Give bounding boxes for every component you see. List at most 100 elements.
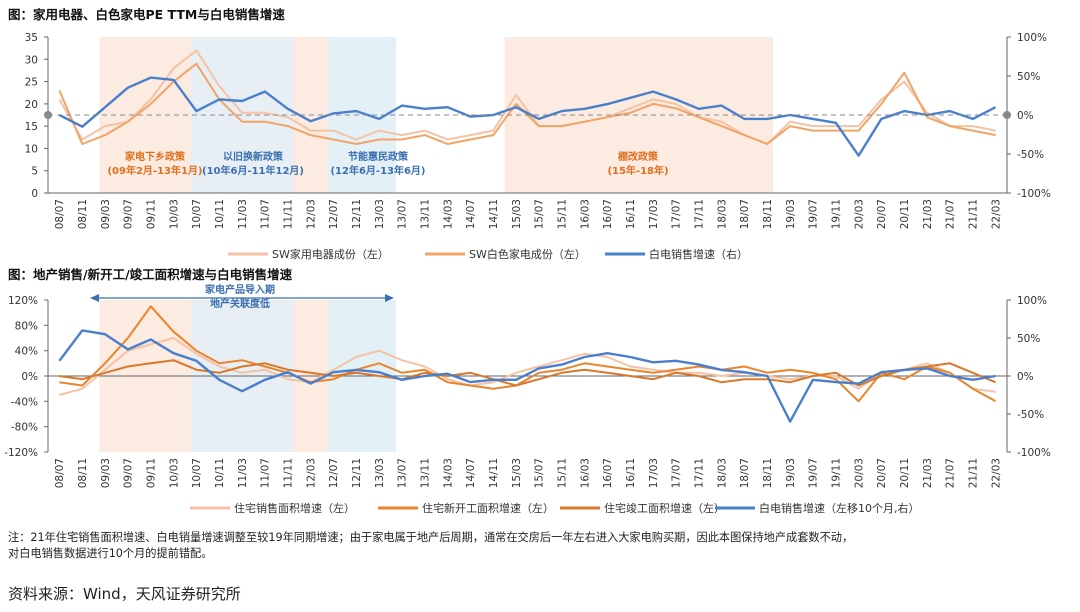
- right-tick-label: 100%: [1017, 295, 1047, 307]
- x-tick-label: 18/11: [762, 199, 774, 229]
- x-tick-label: 13/07: [397, 199, 409, 229]
- left-tick-label: 40%: [15, 346, 38, 358]
- period-label-4: 棚改政策: [618, 150, 659, 163]
- x-tick-label: 11/07: [260, 199, 272, 229]
- x-tick-label: 17/11: [693, 199, 705, 229]
- series-line-1: [58, 49, 996, 145]
- x-tick-label: 21/07: [945, 458, 957, 488]
- left-tick-label: -120%: [4, 447, 38, 459]
- series-line-3: [59, 359, 996, 387]
- x-tick-label: 13/07: [397, 458, 409, 488]
- x-tick-label: 19/03: [785, 458, 797, 488]
- left-tick-label: 80%: [15, 320, 38, 332]
- x-tick-label: 11/11: [282, 458, 294, 488]
- x-tick-label: 11/03: [237, 458, 249, 488]
- x-tick-label: 08/07: [54, 458, 66, 488]
- x-tick-label: 10/07: [191, 458, 203, 488]
- right-tick-label: 50%: [1017, 71, 1040, 83]
- period-label-3: 节能惠民政策: [348, 150, 409, 163]
- x-tick-label: 12/03: [305, 458, 317, 488]
- x-tick-label: 15/11: [556, 458, 568, 488]
- x-tick-label: 12/07: [328, 458, 340, 488]
- x-tick-label: 20/07: [876, 199, 888, 229]
- series-line-3: [58, 76, 997, 157]
- period-label-1: 家电下乡政策: [125, 150, 186, 163]
- x-tick-label: 20/03: [853, 199, 865, 229]
- left-tick-label: 0%: [21, 371, 38, 383]
- legend-label-3: 住宅竣工面积增速（左）: [604, 501, 725, 515]
- footnote: 注：21年住宅销售面积增速、白电销量增速调整至较19年同期增速；由于家电属于地产…: [8, 530, 1074, 562]
- left-tick-label: 120%: [8, 295, 38, 307]
- x-tick-label: 10/03: [168, 458, 180, 488]
- x-tick-label: 10/11: [214, 199, 226, 229]
- x-tick-label: 09/03: [100, 458, 112, 488]
- x-tick-label: 08/11: [77, 199, 89, 229]
- right-tick-label: 0%: [1017, 110, 1034, 122]
- x-tick-label: 16/03: [579, 199, 591, 229]
- right-tick-label: 50%: [1017, 333, 1040, 345]
- x-tick-label: 15/11: [556, 199, 568, 229]
- x-tick-label: 18/03: [716, 458, 728, 488]
- x-tick-label: 21/11: [967, 199, 979, 229]
- x-tick-label: 18/07: [739, 458, 751, 488]
- legend-label-2: SW白色家电成份（左）: [469, 247, 586, 261]
- x-tick-label: 17/03: [648, 458, 660, 488]
- right-tick-label: -50%: [1017, 149, 1044, 161]
- footnote-line2: 对白电销售数据进行10个月的提前错配。: [8, 547, 213, 560]
- left-tick-label: 15: [25, 121, 38, 133]
- x-tick-label: 18/11: [762, 458, 774, 488]
- x-tick-label: 14/07: [465, 458, 477, 488]
- right-tick-label: -50%: [1017, 409, 1044, 421]
- x-tick-label: 16/11: [625, 199, 637, 229]
- period-sublabel-1: (09年2月-13年1月): [107, 164, 202, 177]
- x-tick-label: 12/07: [328, 199, 340, 229]
- x-tick-label: 15/07: [534, 199, 546, 229]
- x-tick-label: 17/11: [693, 458, 705, 488]
- left-tick-label: 25: [25, 77, 38, 89]
- x-tick-label: 11/07: [260, 458, 272, 488]
- series-line-4: [58, 329, 996, 423]
- x-tick-label: 21/03: [922, 458, 934, 488]
- period-sublabel-2: (10年6月-11年12月): [202, 164, 304, 177]
- x-tick-label: 13/03: [374, 199, 386, 229]
- x-tick-label: 10/03: [168, 199, 180, 229]
- annotation-arrow-left-head: [90, 294, 99, 302]
- left-tick-label: 20: [25, 99, 38, 111]
- right-tick-label: 0%: [1017, 371, 1034, 383]
- x-tick-label: 22/03: [990, 199, 1002, 229]
- left-tick-label: 35: [25, 32, 38, 44]
- legend-label-2: 住宅新开工面积增速（左）: [422, 501, 554, 515]
- x-tick-label: 12/11: [351, 199, 363, 229]
- x-tick-label: 20/11: [899, 458, 911, 488]
- left-tick-label: -40%: [11, 396, 38, 408]
- chart2-title: 图：地产销售/新开工/竣工面积增速与白电销售增速: [8, 267, 293, 282]
- chart1-svg: 0 5 10 15 20 25 30 35 -100% -50% 0% 50% 100% 08/07 08/…: [25, 32, 1051, 261]
- x-tick-label: 19/11: [830, 199, 842, 229]
- x-tick-label: 17/07: [671, 458, 683, 488]
- x-tick-label: 13/11: [419, 199, 431, 229]
- x-tick-label: 14/03: [442, 458, 454, 488]
- x-tick-label: 14/11: [488, 458, 500, 488]
- left-tick-label: 30: [25, 54, 38, 66]
- x-tick-label: 12/11: [351, 458, 363, 488]
- x-tick-label: 11/03: [237, 199, 249, 229]
- left-tick-label: 5: [31, 166, 38, 178]
- legend-label-1: SW家用电器成份（左）: [272, 247, 389, 261]
- x-tick-label: 13/03: [374, 458, 386, 488]
- right-tick-label: 100%: [1017, 32, 1047, 44]
- x-tick-label: 15/07: [534, 458, 546, 488]
- x-tick-label: 19/07: [808, 199, 820, 229]
- left-tick-label: 0: [31, 188, 38, 200]
- x-tick-label: 20/11: [899, 199, 911, 229]
- x-tick-label: 13/11: [419, 458, 431, 488]
- source-text: 资料来源：Wind，天风证券研究所: [8, 585, 241, 603]
- footnote-line1: 注：21年住宅销售面积增速、白电销量增速调整至较19年同期增速；由于家电属于地产…: [8, 531, 854, 544]
- x-tick-label: 10/07: [191, 199, 203, 229]
- right-tick-label: -100%: [1017, 188, 1051, 200]
- x-tick-label: 12/03: [305, 199, 317, 229]
- x-tick-label: 22/03: [990, 458, 1002, 488]
- series-line-1: [59, 337, 996, 396]
- annotation-label-line2: 地产关联度低: [210, 297, 270, 310]
- annotation-arrow-right-head: [385, 294, 394, 302]
- right-tick-label: -100%: [1017, 447, 1051, 459]
